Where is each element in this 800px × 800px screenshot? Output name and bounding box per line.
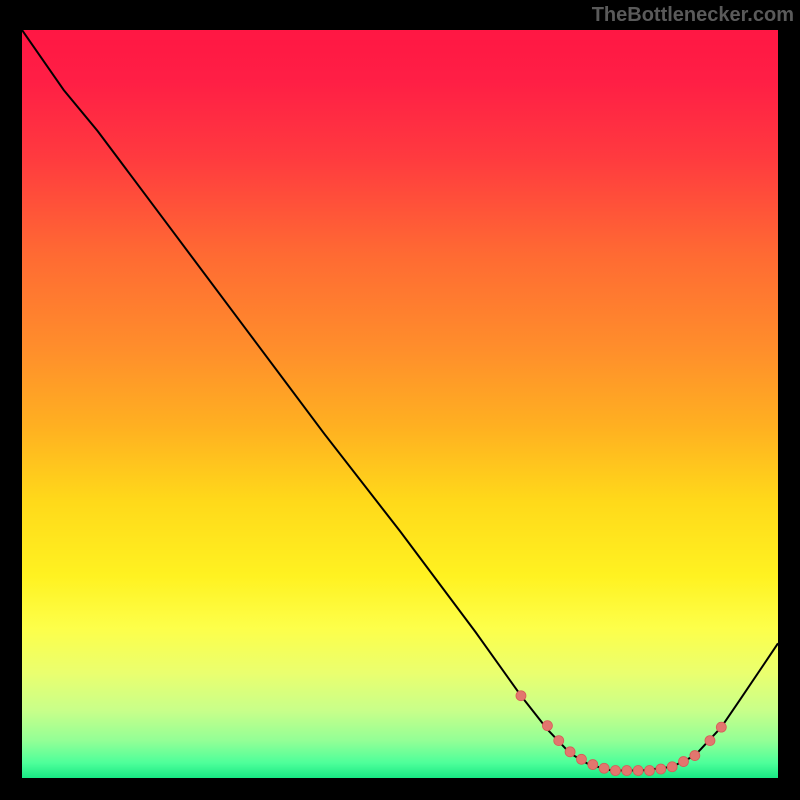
- marker-point: [565, 747, 575, 757]
- marker-point: [610, 766, 620, 776]
- marker-point: [679, 757, 689, 767]
- marker-point: [588, 760, 598, 770]
- marker-point: [554, 736, 564, 746]
- chart-plot-area: [22, 30, 778, 778]
- marker-point: [622, 766, 632, 776]
- marker-point: [599, 763, 609, 773]
- chart-overlay: [22, 30, 778, 778]
- marker-point: [656, 764, 666, 774]
- optimal-range-markers: [516, 691, 726, 776]
- marker-point: [690, 751, 700, 761]
- marker-point: [716, 722, 726, 732]
- marker-point: [644, 766, 654, 776]
- marker-point: [516, 691, 526, 701]
- marker-point: [667, 762, 677, 772]
- bottleneck-curve: [22, 30, 778, 771]
- watermark-text: TheBottlenecker.com: [592, 4, 794, 27]
- marker-point: [576, 754, 586, 764]
- marker-point: [705, 736, 715, 746]
- marker-point: [633, 766, 643, 776]
- marker-point: [542, 721, 552, 731]
